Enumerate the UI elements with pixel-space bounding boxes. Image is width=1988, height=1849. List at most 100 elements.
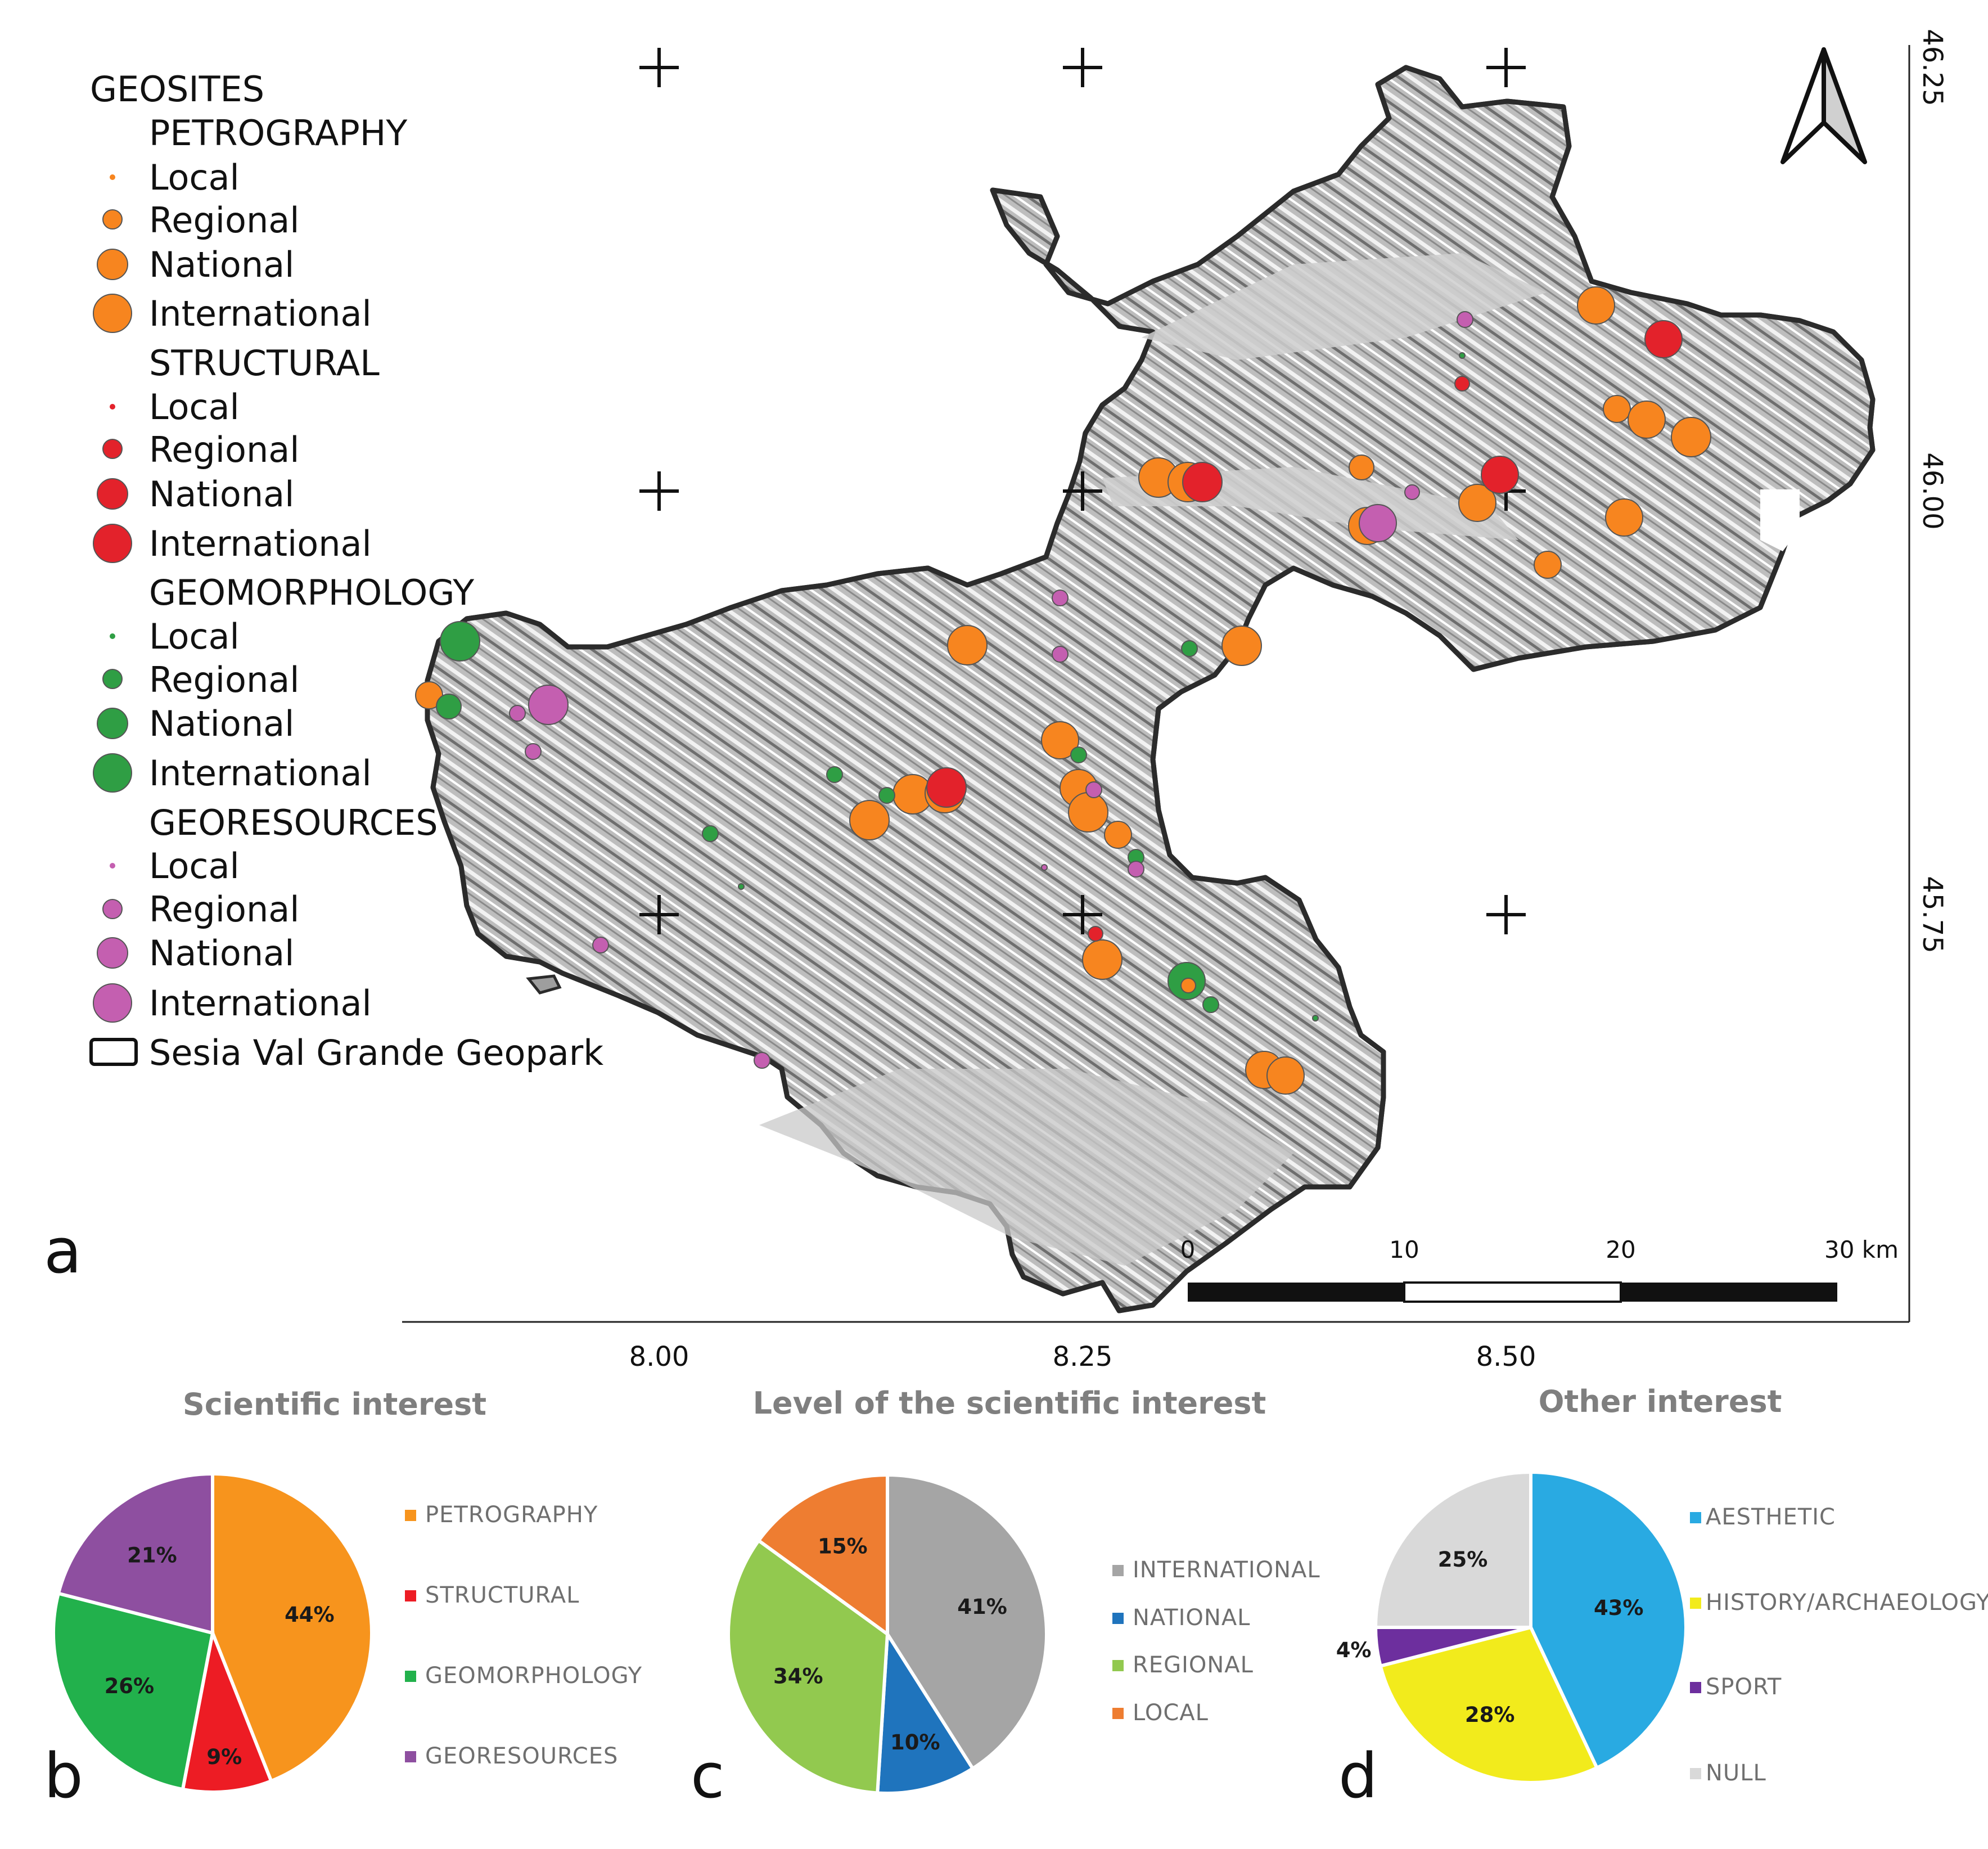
site-marker[interactable]	[1266, 1056, 1305, 1095]
site-marker[interactable]	[1088, 926, 1103, 942]
pie-legend-label: SPORT	[1706, 1674, 1782, 1700]
legend-item-label: National	[149, 244, 294, 285]
site-marker[interactable]	[592, 937, 609, 953]
pie-data-label: 15%	[818, 1535, 868, 1559]
legend-item-label: Regional	[149, 889, 299, 930]
site-marker[interactable]	[525, 743, 542, 760]
site-marker[interactable]	[1180, 978, 1196, 993]
site-marker[interactable]	[754, 1052, 770, 1069]
site-marker[interactable]	[1041, 864, 1048, 871]
site-marker[interactable]	[1052, 590, 1069, 606]
pie-legend-label: INTERNATIONAL	[1133, 1557, 1320, 1583]
legend-swatch	[405, 1510, 416, 1521]
pie-slice-history-archaeology[interactable]	[1378, 1625, 1599, 1784]
site-marker[interactable]	[1481, 456, 1519, 494]
site-marker[interactable]	[947, 625, 988, 665]
site-marker[interactable]	[1104, 821, 1132, 849]
site-marker[interactable]	[1041, 721, 1079, 759]
legend-item-label: International	[149, 293, 372, 334]
legend-swatch	[1112, 1613, 1124, 1624]
site-marker[interactable]	[1603, 395, 1631, 423]
map-legend: GEOSITES PETROGRAPHY Local Regional Nati…	[89, 69, 603, 1073]
site-marker[interactable]	[1359, 504, 1397, 542]
legend-swatch	[1112, 1708, 1124, 1719]
pie-title: Scientific interest	[183, 1387, 486, 1422]
valley-floor	[759, 1069, 1293, 1266]
pie-chart: 41% 10% 34% 15%	[727, 1473, 1048, 1795]
legend-swatch	[1690, 1768, 1701, 1779]
pie-panel-d: Other interest 43% 28% 4% 25% AESTHETIC HIS…	[1336, 1384, 1988, 1812]
site-marker[interactable]	[1312, 1015, 1319, 1022]
site-marker[interactable]	[440, 621, 480, 662]
legend-symbol	[97, 937, 128, 969]
pie-data-label: 10%	[890, 1730, 940, 1754]
pie-data-label: 28%	[1465, 1703, 1515, 1727]
site-marker[interactable]	[1404, 484, 1420, 500]
legend-symbol	[102, 209, 123, 230]
site-marker[interactable]	[1221, 626, 1262, 666]
pie-slice-geomorphology[interactable]	[52, 1591, 215, 1792]
pie-slice-structural[interactable]	[181, 1627, 274, 1794]
site-marker[interactable]	[1182, 462, 1223, 502]
site-marker[interactable]	[702, 825, 719, 842]
pie-slice-regional[interactable]	[727, 1538, 890, 1795]
pie-slice-national[interactable]	[876, 1628, 975, 1795]
site-marker[interactable]	[1644, 320, 1683, 358]
pie-slice-petrography[interactable]	[211, 1472, 373, 1784]
site-marker[interactable]	[1457, 311, 1473, 328]
scale-label: 0	[1180, 1236, 1196, 1263]
site-marker[interactable]	[1082, 939, 1123, 980]
pie-panel-c: Level of the scientific interest 41% 10% 3…	[691, 1385, 1320, 1812]
panel-label-a: a	[44, 1215, 82, 1287]
pie-chart: 44% 9% 26% 21%	[52, 1472, 373, 1794]
site-marker[interactable]	[1202, 996, 1219, 1013]
pie-slice-null[interactable]	[1373, 1470, 1532, 1629]
legend-item-label: International	[149, 753, 372, 794]
legend-title: GEOSITES	[90, 69, 264, 110]
site-marker[interactable]	[1128, 861, 1144, 878]
site-marker[interactable]	[528, 685, 569, 725]
site-marker[interactable]	[926, 767, 967, 808]
site-marker[interactable]	[1577, 286, 1615, 325]
site-marker[interactable]	[849, 800, 890, 840]
legend-item-label: National	[149, 474, 294, 515]
lake-shore-area	[1760, 489, 1800, 551]
legend-swatch	[405, 1590, 416, 1601]
pie-slice-aesthetic[interactable]	[1529, 1470, 1688, 1770]
site-marker[interactable]	[738, 883, 745, 890]
pie-title: Level of the scientific interest	[753, 1385, 1266, 1421]
site-marker[interactable]	[878, 787, 895, 804]
site-marker[interactable]	[1458, 484, 1496, 522]
pie-slice-georesources[interactable]	[56, 1472, 214, 1635]
pie-slice-local[interactable]	[756, 1473, 889, 1637]
site-marker[interactable]	[1459, 352, 1466, 359]
site-marker[interactable]	[1070, 746, 1087, 763]
structural-sites	[926, 320, 1683, 942]
north-arrow-icon	[1780, 47, 1867, 164]
site-marker[interactable]	[1605, 498, 1643, 537]
site-marker[interactable]	[1628, 401, 1666, 439]
site-marker[interactable]	[1671, 417, 1711, 457]
legend-swatch	[1112, 1565, 1124, 1576]
site-marker[interactable]	[1052, 646, 1069, 663]
pie-data-label: 9%	[206, 1745, 242, 1769]
site-marker[interactable]	[1181, 640, 1198, 657]
site-marker[interactable]	[1068, 792, 1108, 833]
site-marker[interactable]	[509, 705, 526, 722]
pie-data-label: 34%	[773, 1664, 823, 1689]
legend-item-label: Sesia Val Grande Geopark	[149, 1032, 603, 1073]
legend-symbol	[97, 708, 128, 739]
site-marker[interactable]	[436, 694, 462, 719]
site-marker[interactable]	[1454, 376, 1470, 392]
legend-symbol	[102, 669, 123, 689]
site-marker[interactable]	[826, 766, 843, 783]
site-marker[interactable]	[1349, 455, 1374, 480]
site-marker[interactable]	[1085, 781, 1102, 798]
legend-item-label: Regional	[149, 429, 299, 470]
site-marker[interactable]	[1534, 551, 1562, 579]
pie-title: Other interest	[1539, 1384, 1782, 1419]
panel-label-c: c	[691, 1740, 724, 1812]
legend-item-label: Local	[149, 386, 240, 428]
scale-label: 20	[1606, 1236, 1635, 1263]
